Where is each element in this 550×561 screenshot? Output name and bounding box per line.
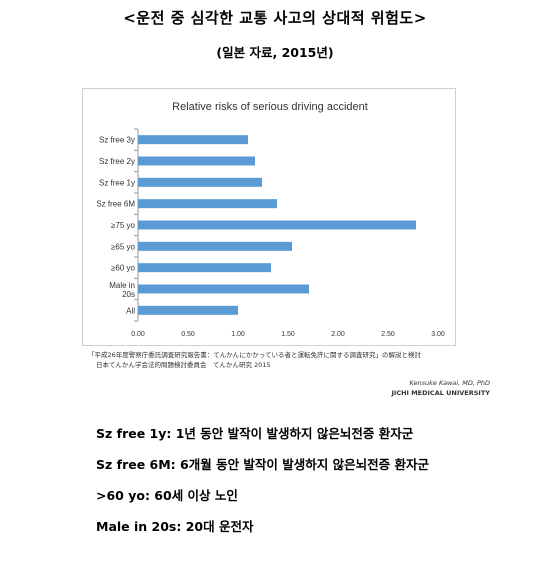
category-label: All	[126, 306, 135, 315]
category-label: Sz free 6M	[96, 200, 135, 209]
x-tick-label: 1.00	[231, 331, 245, 338]
bar	[138, 156, 255, 166]
chart-title: Relative risks of serious driving accide…	[172, 101, 368, 113]
bar	[138, 284, 309, 294]
author-name: Kensuke Kawai, MD, PhD	[409, 379, 490, 387]
bar	[138, 177, 262, 187]
source-citation-line2: 日本てんかん学会法的問題検討委員会 てんかん研究 2015	[96, 361, 271, 369]
category-label: Male in 20s	[109, 281, 135, 299]
bar	[138, 241, 292, 251]
category-label: Sz free 1y	[99, 178, 135, 187]
page-title: <운전 중 심각한 교통 사고의 상대적 위험도>	[123, 9, 427, 27]
bar-chart: Relative risks of serious driving accide…	[96, 101, 445, 338]
bar	[138, 263, 271, 273]
bar	[138, 220, 416, 230]
bar	[138, 135, 248, 145]
category-label: ≥65 yo	[111, 242, 136, 251]
page-subtitle: (일본 자료, 2015년)	[216, 45, 334, 60]
definition-item: Sz free 1y: 1년 동안 발작이 발생하지 않은뇌전증 환자군	[96, 426, 414, 441]
definition-item: >60 yo: 60세 이상 노인	[96, 488, 238, 503]
definitions-list: Sz free 1y: 1년 동안 발작이 발생하지 않은뇌전증 환자군 Sz …	[96, 425, 536, 549]
category-label: ≥60 yo	[111, 264, 136, 273]
definition-item: Sz free 6M: 6개월 동안 발작이 발생하지 않은뇌전증 환자군	[96, 457, 429, 472]
x-tick-label: 1.50	[281, 331, 295, 338]
category-label: Sz free 3y	[99, 136, 135, 145]
category-label: ≥75 yo	[111, 221, 136, 230]
x-tick-label: 2.50	[381, 331, 395, 338]
x-tick-label: 2.00	[331, 331, 345, 338]
x-tick-label: 0.50	[181, 331, 195, 338]
category-label: Sz free 2y	[99, 157, 135, 166]
bar	[138, 305, 238, 315]
author-organization: JICHI MEDICAL UNIVERSITY	[391, 389, 490, 397]
x-tick-label: 3.00	[431, 331, 445, 338]
bar	[138, 199, 277, 209]
chart-panel: Relative risks of serious driving accide…	[82, 88, 456, 346]
x-tick-label: 0.00	[131, 331, 145, 338]
source-citation-line1: 「平成26年度警察庁委託調査研究報告書：てんかんにかかっている者と運転免許に関す…	[88, 351, 421, 359]
definition-item: Male in 20s: 20대 운전자	[96, 519, 254, 534]
